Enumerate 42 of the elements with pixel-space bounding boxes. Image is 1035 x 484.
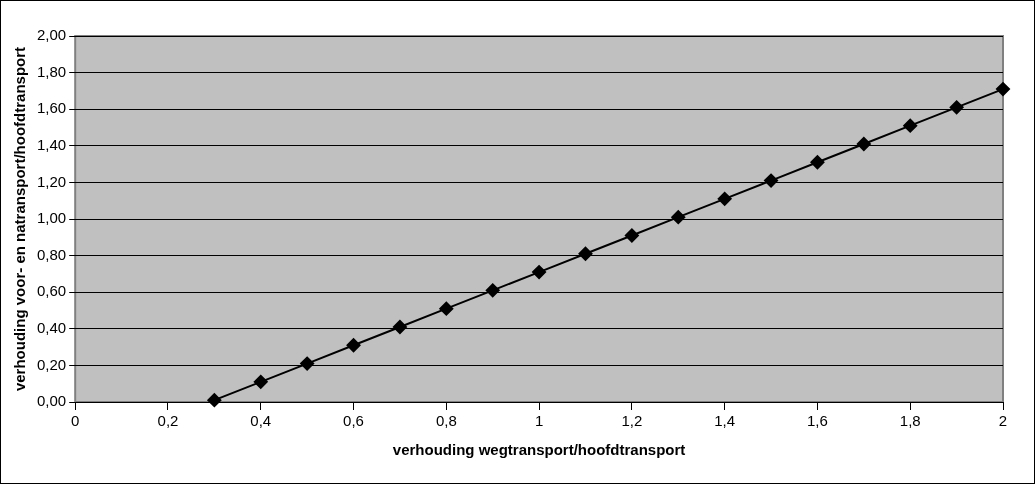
y-tick-label: 1,80 [36,62,67,80]
point [532,265,547,280]
y-tick-label: 2,00 [36,26,67,44]
x-tick-label: 0,6 [343,412,364,430]
y-tick-label: 1,40 [36,135,67,153]
x-tick-label: 0,2 [157,412,179,430]
x-tick-label: 2 [998,412,1008,430]
point [949,100,964,115]
x-tick-label: 1,8 [899,412,921,430]
point [671,210,686,225]
x-tick-label: 0 [71,412,80,430]
point [253,374,268,389]
point [300,356,315,371]
point [810,155,825,170]
x-tick-label: 1 [534,412,544,430]
point [764,173,779,188]
point [717,191,732,206]
x-tick-label: 1,2 [621,412,643,430]
point [346,338,361,353]
y-tick-label: 0,20 [36,355,67,373]
y-tick-label: 1,20 [36,172,67,190]
y-tick-label: 0,00 [36,392,67,410]
point [439,301,454,316]
y-tick-label: 1,60 [36,99,67,117]
x-tick-label: 1,6 [807,412,828,430]
point [485,283,500,298]
x-axis-title: verhouding wegtransport/hoofdtransport [392,441,686,459]
y-tick-label: 0,40 [36,318,67,336]
x-tick-label: 1,4 [714,412,736,430]
y-axis-title: verhouding voor- en natransport/hoofdtransport [11,46,29,392]
point [996,82,1010,97]
y-tick-label: 0,60 [36,282,67,300]
point [903,118,918,133]
x-tick-label: 0,8 [435,412,457,430]
point [624,228,639,243]
point [578,246,593,261]
x-tick-label: 0,4 [250,412,272,430]
point [207,393,222,408]
point [856,136,871,151]
point [392,319,407,334]
y-tick-label: 0,80 [36,245,67,263]
y-tick-label: 1,00 [36,209,67,227]
